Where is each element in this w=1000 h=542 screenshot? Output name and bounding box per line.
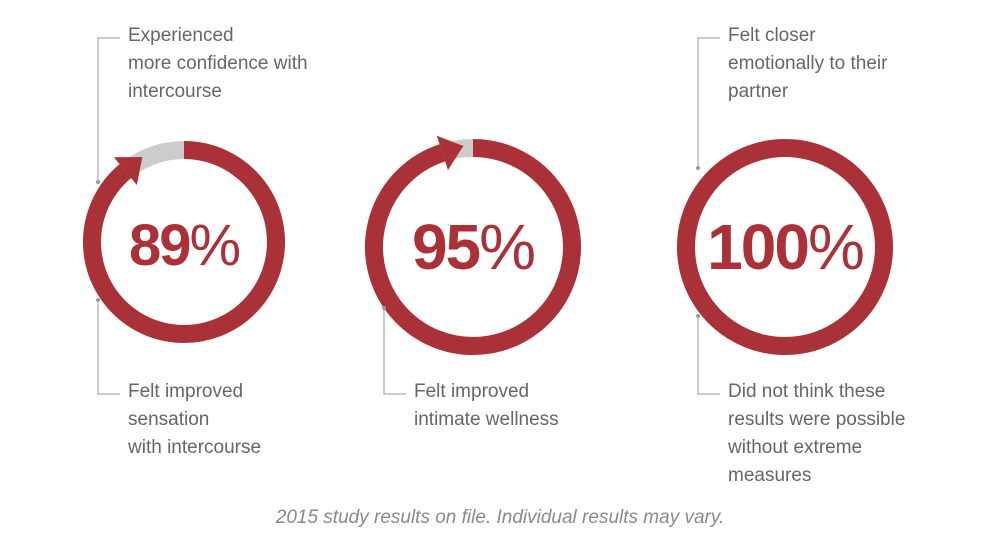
top-label-line: emotionally to their [728,53,888,74]
bottom-label-line: results were possible [728,409,906,430]
top-label: Felt closer emotionally to their partner [728,22,887,106]
percent-sign: % [479,211,536,283]
bottom-label-line: without extreme [728,437,863,458]
percentage-value: 100% [674,210,896,284]
top-label-line: Felt closer [728,25,816,46]
top-label-connector [96,37,120,184]
ring-progress-arc [83,141,285,343]
stat-89: Experienced more confidence with interco… [0,0,320,542]
stat-95: 95% Felt improved intimate wellness [330,0,660,542]
bottom-label: Felt improved sensation with intercourse [128,378,261,462]
top-label-line: partner [728,81,789,102]
bottom-label-line: with intercourse [128,437,262,458]
progress-ring [83,141,285,343]
ring-arrowhead [113,157,143,185]
ring-arrowhead [436,135,464,170]
bottom-label: Did not think these results were possibl… [728,378,905,490]
bottom-label-line: Felt improved [128,381,244,402]
bottom-label: Felt improved intimate wellness [414,378,559,434]
ring-progress-arc [365,139,581,355]
progress-ring [677,139,893,355]
top-label-line: intercourse [128,81,222,102]
bottom-label-line: Did not think these [728,381,886,402]
bottom-label-line: intimate wellness [414,409,559,430]
top-label-connector [696,37,720,170]
top-label: Experienced more confidence with interco… [128,22,308,106]
percentage-value: 95% [362,210,584,284]
bottom-label-connector [96,298,120,395]
bottom-label-connector [696,314,720,395]
percentage-number: 100 [707,211,810,283]
percentage-number: 89 [128,213,191,278]
bottom-label-line: sensation [128,409,210,430]
top-label-line: Experienced [128,25,234,46]
ring-progress-arc [677,139,893,355]
percent-sign: % [189,213,241,278]
percentage-number: 95 [411,211,481,283]
percentage-value: 89% [80,212,288,279]
bottom-label-line: measures [728,465,812,486]
bottom-label-connector [382,306,406,395]
percent-sign: % [807,211,865,283]
top-label-line: more confidence with [128,53,308,74]
stat-100: Felt closer emotionally to their partner… [660,0,1000,542]
bottom-label-line: Felt improved [414,381,530,402]
footnote: 2015 study results on file. Individual r… [275,507,725,528]
progress-ring [365,135,581,355]
